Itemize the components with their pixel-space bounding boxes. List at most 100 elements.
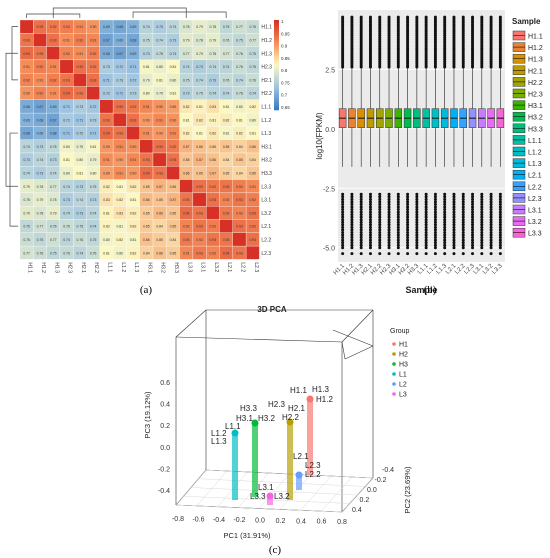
heatmap-cell-value: 0.75 (156, 52, 163, 56)
legend: Sample H1.1 H1.2 H1.3 H2.1 H2.2 H2.3 H3.1 H3.2 H3… (512, 17, 543, 238)
outlier-point (415, 195, 419, 199)
heatmap-cell-value: 0.67 (50, 118, 57, 122)
outlier-point (461, 228, 465, 232)
outlier-point (452, 230, 456, 234)
heatmap-cell-value: 0.79 (90, 158, 97, 162)
point-label: H3.1 (236, 414, 253, 423)
outlier-point (359, 228, 363, 232)
outlier-point (498, 202, 502, 206)
heatmap-cell-value: 0.74 (50, 171, 57, 175)
x-tick-label: 0.0 (255, 518, 265, 525)
outlier-point (378, 238, 382, 242)
outlier-point (498, 208, 502, 212)
outlier-point (415, 225, 419, 229)
heatmap-cell-value: 0.76 (90, 251, 97, 255)
outlier-point (433, 197, 437, 201)
heatmap-cell (192, 192, 207, 207)
z-axis-label: PC3 (19.12%) (143, 391, 152, 439)
heatmap-cell-value: 0.69 (37, 132, 44, 136)
row-label: H2.3 (261, 65, 272, 71)
colorbar-segment (274, 26, 279, 30)
outlier-point (480, 205, 484, 209)
heatmap-cell-value: 0.92 (210, 251, 217, 255)
heatmap-cell-value: 0.82 (183, 132, 190, 136)
heatmap-cell-value: 0.85 (249, 171, 256, 175)
heatmap-cell-value: 0.79 (196, 52, 203, 56)
heatmap-cell-value: 0.76 (236, 65, 243, 69)
heatmap-cell (245, 245, 260, 260)
outlier-point (350, 197, 354, 201)
outlier-point (359, 210, 363, 214)
outlier-point (443, 215, 447, 219)
outlier-point (424, 252, 428, 256)
legend-label: L1.1 (528, 138, 542, 145)
outlier-point (433, 223, 437, 227)
outlier-point (433, 238, 437, 242)
outlier-point (378, 200, 382, 204)
heatmap-cell-value: 0.71 (130, 65, 137, 69)
colorbar-segment (274, 42, 279, 46)
outlier-point (443, 246, 447, 250)
colorbar-segment (274, 78, 279, 82)
outlier-point (452, 236, 456, 240)
y-axis-label: PC2 (23.69%) (403, 466, 412, 514)
heatmap-cell-value: 0.82 (236, 132, 243, 136)
point-label: H2.1 (288, 404, 305, 413)
heatmap-cell-value: 0.73 (37, 145, 44, 149)
outlier-point (471, 208, 475, 212)
outlier-point (480, 192, 484, 196)
outlier-point (406, 228, 410, 232)
outlier-point (471, 233, 475, 237)
heatmap-cell-value: 0.77 (236, 25, 243, 29)
heatmap-cell-value: 0.81 (223, 132, 230, 136)
z-tick-label: -0.4 (158, 488, 170, 495)
heatmap-cell-value: 0.75 (183, 78, 190, 82)
dendrogram-branch (9, 132, 18, 227)
heatmap-cell-value: 0.93 (37, 52, 44, 56)
chart-title: 3D PCA (257, 305, 287, 314)
heatmap-cell-value: 0.81 (183, 118, 190, 122)
pca-group-L2: L2.1L2.3L2.2 (293, 452, 321, 490)
outlier-point (415, 213, 419, 217)
outlier-point (406, 200, 410, 204)
column-label: H1.2 (40, 262, 46, 273)
outlier-point (480, 238, 484, 242)
outlier-point (424, 225, 428, 229)
heatmap-cell-value: 0.81 (156, 78, 163, 82)
outlier-point (471, 195, 475, 199)
heatmap-cell-value: 0.92 (210, 225, 217, 229)
y-tick-label: -5.0 (323, 246, 335, 253)
legend-dot (392, 342, 396, 346)
pca-point (286, 418, 294, 426)
outlier-point (341, 220, 345, 224)
box-H1.2 (348, 15, 356, 256)
outlier-point (452, 192, 456, 196)
heatmap-cell-value: 0.69 (130, 52, 137, 56)
heatmap-cell-value: 0.82 (210, 132, 217, 136)
plot-background (338, 10, 505, 262)
heatmap-cell-value: 0.74 (236, 78, 243, 82)
outlier-point (406, 238, 410, 242)
outlier-point (378, 197, 382, 201)
heatmap-cell-value: 0.93 (249, 238, 256, 242)
heatmap-cell-value: 0.86 (210, 158, 217, 162)
legend-label: H2.1 (528, 68, 543, 75)
colorbar-segment (274, 47, 279, 50)
heatmap-cell-value: 0.91 (130, 158, 137, 162)
y-tick-label: -0.2 (375, 477, 387, 484)
outlier-point (359, 252, 363, 256)
outlier-point (378, 205, 382, 209)
x-tick-label: -0.2 (233, 517, 245, 524)
outlier-point (443, 220, 447, 224)
heatmap-cell-value: 0.75 (50, 145, 57, 149)
outlier-point (396, 15, 400, 19)
outlier-point (396, 213, 400, 217)
heatmap-cell-value: 0.74 (23, 145, 30, 149)
outlier-point (406, 205, 410, 209)
legend-dot (392, 392, 396, 396)
outlier-point (406, 230, 410, 234)
heatmap-cell-value: 0.78 (183, 25, 190, 29)
outlier-point (471, 205, 475, 209)
colorbar-segment (274, 33, 279, 37)
heatmap-cell-value: 0.73 (103, 65, 110, 69)
